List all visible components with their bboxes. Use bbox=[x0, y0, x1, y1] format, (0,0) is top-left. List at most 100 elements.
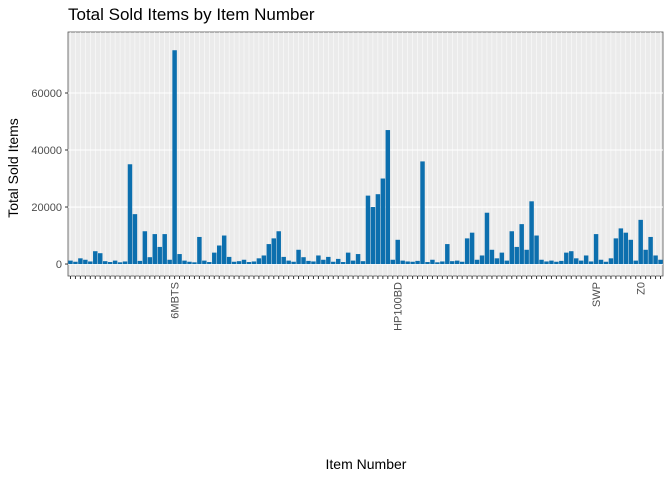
bar bbox=[603, 261, 609, 265]
bar bbox=[345, 252, 351, 265]
bar bbox=[172, 50, 177, 265]
bar bbox=[226, 256, 232, 265]
bar bbox=[583, 255, 589, 265]
bar bbox=[350, 260, 356, 265]
bar bbox=[464, 238, 470, 265]
bar bbox=[231, 261, 237, 265]
bar bbox=[469, 232, 475, 265]
bar bbox=[613, 238, 619, 265]
bar bbox=[276, 231, 281, 265]
bar bbox=[435, 262, 440, 265]
bar bbox=[623, 232, 629, 265]
bar bbox=[251, 261, 257, 265]
bar bbox=[569, 251, 574, 265]
bar bbox=[192, 262, 197, 265]
x-tick-label: Z0 bbox=[636, 282, 648, 295]
bar bbox=[405, 261, 410, 265]
bar bbox=[187, 261, 192, 265]
bar bbox=[484, 212, 490, 265]
bar bbox=[410, 261, 415, 265]
bar bbox=[534, 235, 539, 265]
bar bbox=[137, 260, 143, 265]
bar bbox=[152, 234, 158, 265]
bar bbox=[544, 261, 549, 265]
bar bbox=[112, 260, 118, 265]
bar bbox=[340, 262, 346, 265]
bar bbox=[301, 257, 306, 265]
bar bbox=[142, 231, 148, 265]
bar bbox=[474, 259, 480, 265]
bar bbox=[291, 261, 296, 265]
y-tick-label: 40000 bbox=[31, 145, 62, 157]
bar bbox=[564, 252, 569, 265]
bar bbox=[360, 261, 366, 265]
bar bbox=[559, 260, 564, 265]
bar bbox=[425, 262, 430, 265]
bar bbox=[608, 258, 614, 265]
bar bbox=[271, 238, 277, 265]
bar bbox=[316, 255, 321, 265]
bar bbox=[499, 252, 505, 265]
bar bbox=[385, 130, 391, 265]
bar bbox=[202, 260, 207, 265]
bar bbox=[93, 251, 98, 265]
bar bbox=[122, 261, 128, 265]
bar bbox=[578, 260, 584, 265]
bar bbox=[365, 195, 371, 265]
bar bbox=[494, 258, 500, 265]
y-tick-label: 20000 bbox=[31, 202, 62, 214]
bar bbox=[395, 239, 400, 265]
bar bbox=[212, 252, 217, 265]
bar bbox=[236, 261, 242, 265]
bar bbox=[390, 259, 396, 265]
bar bbox=[306, 260, 311, 265]
bar bbox=[286, 260, 291, 265]
bar bbox=[132, 214, 138, 265]
bar bbox=[326, 256, 331, 265]
bar bbox=[450, 261, 455, 265]
bar bbox=[539, 259, 544, 265]
bar bbox=[459, 261, 465, 265]
bar bbox=[177, 254, 182, 265]
bar bbox=[355, 254, 361, 265]
bar bbox=[216, 245, 222, 265]
bar bbox=[648, 236, 653, 265]
bar bbox=[68, 260, 73, 265]
bar bbox=[415, 260, 420, 265]
bar bbox=[207, 262, 212, 265]
bar bbox=[246, 262, 252, 265]
bar bbox=[633, 260, 638, 265]
chart-title: Total Sold Items by Item Number bbox=[68, 5, 315, 24]
bar bbox=[256, 258, 262, 265]
bar bbox=[107, 262, 113, 265]
bar bbox=[370, 207, 376, 265]
bar bbox=[618, 228, 624, 265]
bar bbox=[400, 260, 405, 265]
bar bbox=[598, 259, 604, 265]
bar bbox=[573, 258, 579, 265]
bar bbox=[420, 161, 425, 265]
bar bbox=[643, 249, 648, 265]
x-axis-label: Item Number bbox=[326, 456, 407, 472]
bar bbox=[83, 259, 88, 265]
bar bbox=[335, 258, 341, 265]
bar bbox=[127, 164, 133, 265]
plot-panel bbox=[67, 31, 664, 277]
x-tick-label: SWP bbox=[591, 282, 603, 307]
bar bbox=[311, 261, 316, 265]
bar bbox=[182, 260, 187, 265]
y-axis-label: Total Sold Items bbox=[5, 118, 21, 218]
bar bbox=[628, 239, 634, 265]
bar bbox=[445, 244, 450, 265]
x-tick-label: HP100BD bbox=[393, 282, 405, 331]
bar bbox=[221, 235, 227, 265]
bar bbox=[504, 260, 510, 265]
x-tick-label: 6MBTS bbox=[170, 282, 182, 319]
bar bbox=[97, 253, 103, 265]
bar bbox=[117, 262, 123, 265]
bar bbox=[554, 261, 559, 265]
bar bbox=[157, 246, 162, 265]
bar bbox=[588, 261, 594, 265]
bar bbox=[88, 261, 93, 265]
